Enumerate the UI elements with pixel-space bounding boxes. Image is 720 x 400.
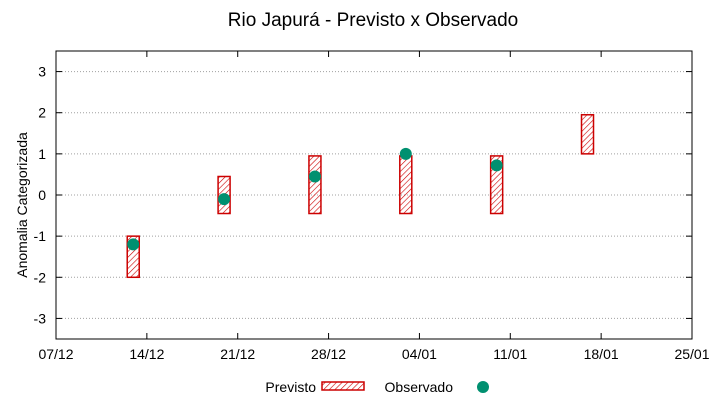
- observado-point: [218, 193, 231, 206]
- y-tick-label: -2: [34, 269, 47, 285]
- y-tick-label: 2: [38, 105, 46, 121]
- x-tick-label: 28/12: [311, 346, 346, 362]
- observado-point: [308, 170, 321, 183]
- legend-swatch-observado: [477, 381, 489, 393]
- observado-point: [399, 147, 412, 160]
- previsto-range-box: [399, 155, 413, 215]
- y-tick-label: -1: [34, 228, 47, 244]
- observado-point: [127, 238, 140, 251]
- chart-title: Rio Japurá - Previsto x Observado: [228, 10, 518, 31]
- legend-label-observado: Observado: [385, 379, 454, 395]
- x-tick-label: 21/12: [220, 346, 255, 362]
- x-tick-label: 11/01: [493, 346, 527, 362]
- y-tick-label: 3: [38, 64, 46, 80]
- x-tick-label: 25/01: [674, 346, 709, 362]
- x-tick-label: 04/01: [402, 346, 437, 362]
- y-tick-label: 1: [38, 146, 46, 162]
- data-marks: [126, 114, 595, 279]
- observado-point: [490, 159, 503, 172]
- y-axis-label: Anomalia Categorizada: [14, 132, 30, 278]
- legend-swatch-previsto: [321, 381, 365, 391]
- grid-lines: [56, 71, 692, 319]
- legend: Previsto Observado: [265, 379, 489, 395]
- previsto-range-box: [580, 114, 595, 155]
- x-tick-label: 14/12: [129, 346, 164, 362]
- axis-ticks: 3 2 1 0 -1 -2 -3 07/12 14/12 21/12 28/12 04/01 11/01…: [34, 51, 710, 362]
- x-tick-label: 07/12: [38, 346, 73, 362]
- y-tick-label: 0: [38, 187, 46, 203]
- x-tick-label: 18/01: [584, 346, 619, 362]
- previsto-range-box: [308, 155, 322, 215]
- legend-label-previsto: Previsto: [265, 379, 316, 395]
- y-tick-label: -3: [34, 310, 47, 326]
